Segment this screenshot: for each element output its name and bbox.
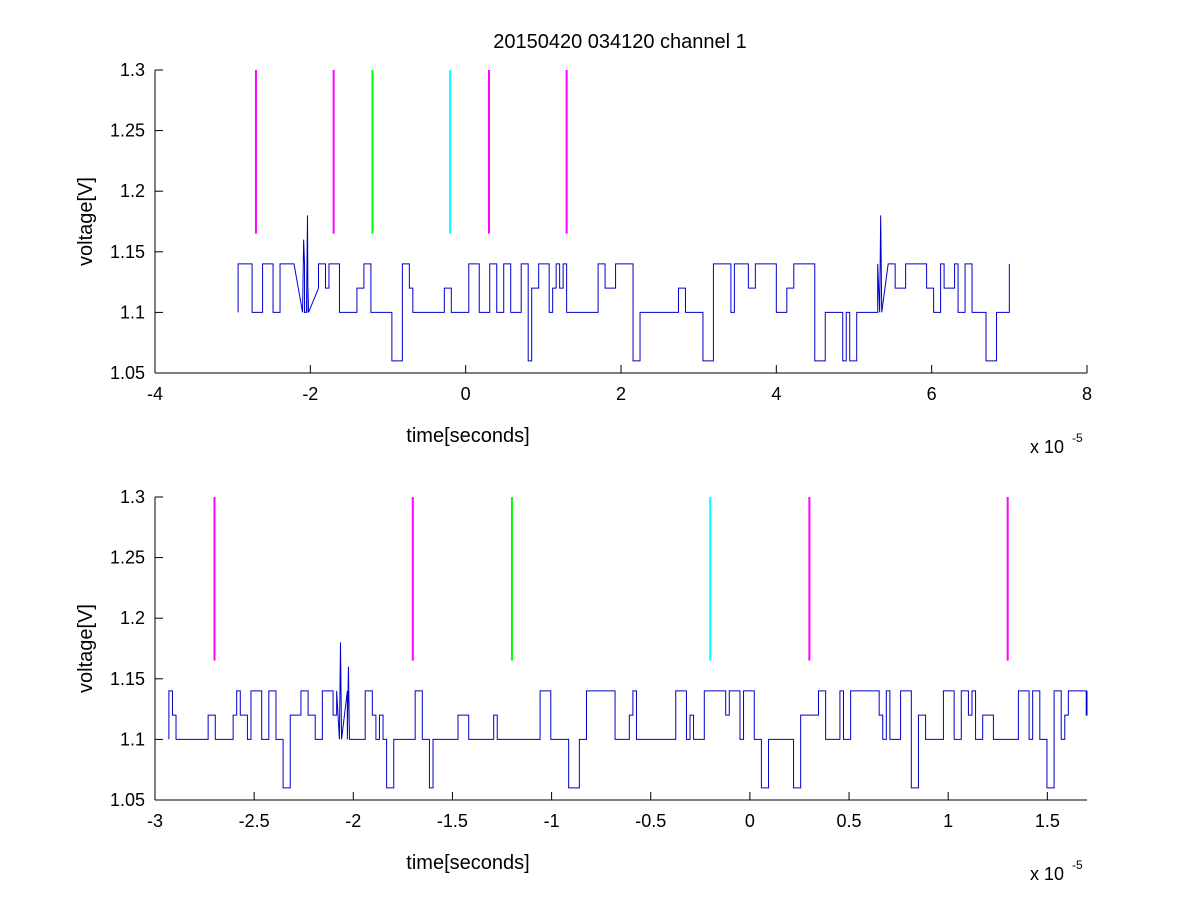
y-axis-label: voltage[V] [75,177,97,266]
y-tick-label: 1.2 [120,181,145,201]
y-tick-label: 1.15 [110,242,145,262]
y-tick-label: 1.1 [120,729,145,749]
x-axis-label: time[seconds] [406,425,529,447]
x-multiplier-label: x 10 [1030,437,1064,457]
x-tick-label: 2 [616,384,626,404]
y-tick-label: 1.2 [120,608,145,628]
x-tick-label: 6 [927,384,937,404]
chart-title-top: 20150420 034120 channel 1 [493,31,747,53]
x-tick-label: 1.5 [1035,811,1060,831]
y-tick-label: 1.25 [110,121,145,141]
x-multiplier-exponent: -5 [1072,431,1083,445]
x-multiplier-exponent: -5 [1072,858,1083,872]
x-tick-label: -2 [345,811,361,831]
x-tick-label: -2.5 [239,811,270,831]
y-tick-label: 1.3 [120,487,145,507]
x-tick-label: -1 [544,811,560,831]
x-multiplier-label: x 10 [1030,864,1064,884]
x-tick-label: 0 [745,811,755,831]
y-tick-label: 1.25 [110,548,145,568]
y-tick-label: 1.05 [110,363,145,383]
y-axis-label: voltage[V] [75,604,97,693]
top-plot-axes: -4 -2 0 2 4 6 8 1.05 1.1 1.15 1.2 1.25 1.3 time[secon… [75,60,1092,457]
y-tick-label: 1.3 [120,60,145,80]
x-axis-label: time[seconds] [406,852,529,874]
x-tick-label: 4 [771,384,781,404]
x-tick-label: 0 [461,384,471,404]
signal-trace [237,215,1010,362]
x-tick-label: -2 [302,384,318,404]
x-tick-label: -4 [147,384,163,404]
signal-trace [168,642,1088,789]
x-tick-label: -0.5 [635,811,666,831]
x-tick-label: -3 [147,811,163,831]
x-tick-label: 8 [1082,384,1092,404]
y-tick-label: 1.1 [120,302,145,322]
y-tick-label: 1.05 [110,790,145,810]
bottom-plot-axes: -3 -2.5 -2 -1.5 -1 -0.5 0 0.5 1 1.5 1.05 1.1 1.15 1.2… [75,487,1088,884]
y-tick-label: 1.15 [110,669,145,689]
x-tick-label: -1.5 [437,811,468,831]
x-tick-label: 0.5 [837,811,862,831]
x-tick-label: 1 [943,811,953,831]
